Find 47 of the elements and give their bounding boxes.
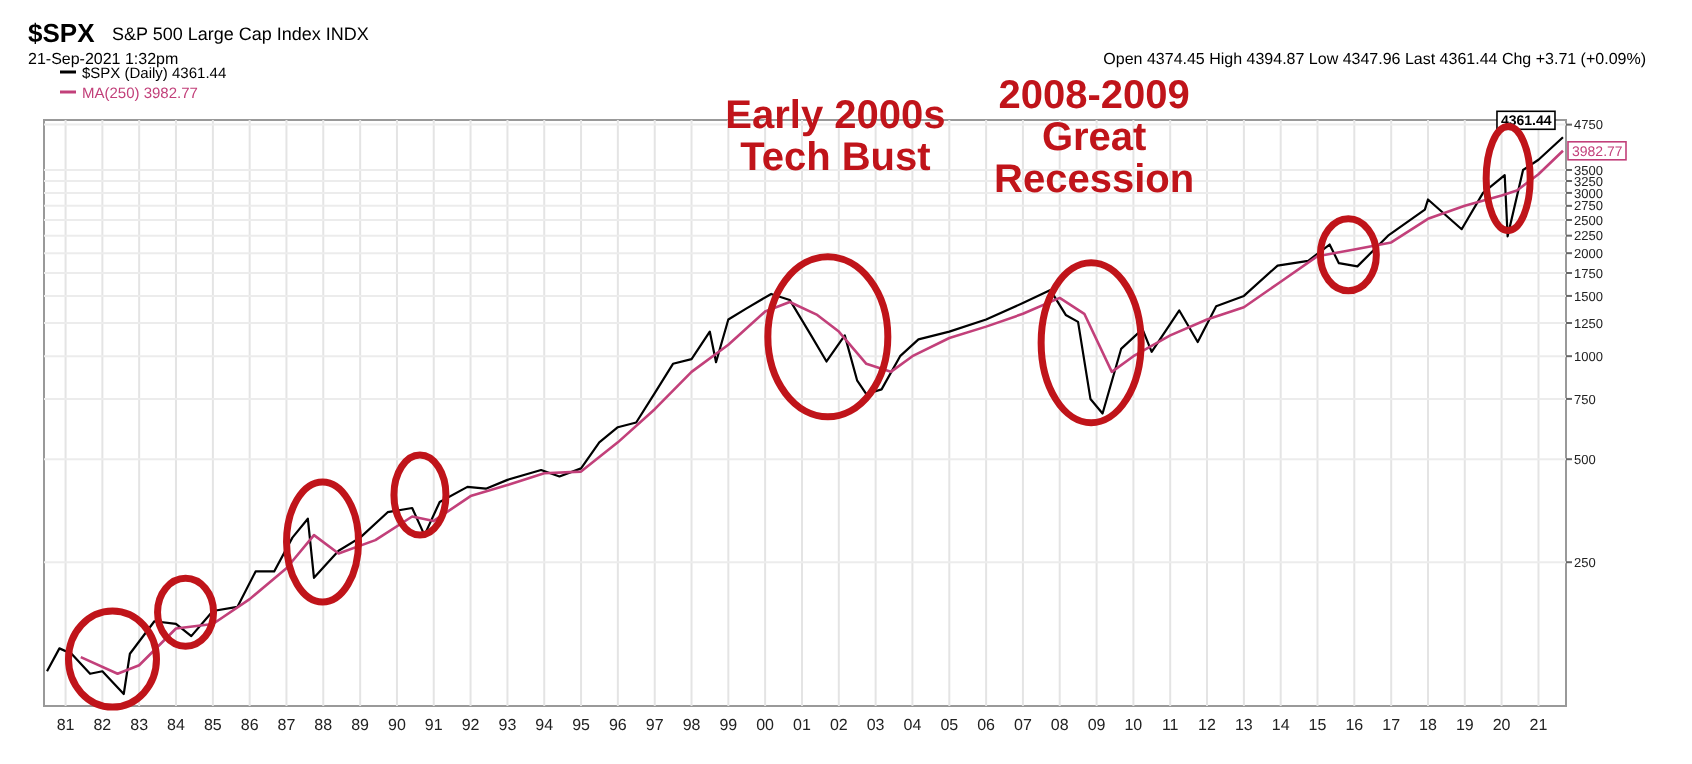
x-tick-label: 06 bbox=[977, 716, 997, 734]
x-tick-label: 91 bbox=[424, 716, 444, 734]
x-tick-label: 03 bbox=[866, 716, 886, 734]
x-tick-label: 13 bbox=[1234, 716, 1254, 734]
x-tick-label: 89 bbox=[351, 716, 371, 734]
x-tick-label: 97 bbox=[645, 716, 665, 734]
x-tick-label: 10 bbox=[1124, 716, 1144, 734]
chart-subtitle: S&P 500 Large Cap Index INDX bbox=[112, 24, 369, 44]
x-tick-label: 17 bbox=[1382, 716, 1402, 734]
chart-title: $SPX bbox=[28, 18, 96, 48]
x-tick-label: 16 bbox=[1345, 716, 1365, 734]
x-tick-label: 93 bbox=[498, 716, 518, 734]
x-tick-label: 11 bbox=[1161, 716, 1180, 734]
x-tick-label: 02 bbox=[829, 716, 849, 734]
x-tick-label: 82 bbox=[93, 716, 113, 734]
text: 21-Sep-2021 1:32pm bbox=[28, 50, 179, 68]
x-tick-label: 98 bbox=[682, 716, 702, 734]
x-tick-label: 94 bbox=[535, 716, 555, 734]
x-tick-label: 07 bbox=[1014, 716, 1033, 734]
x-tick-label: 18 bbox=[1419, 716, 1438, 734]
x-tick-label: 04 bbox=[903, 716, 923, 734]
x-tick-label: 00 bbox=[756, 716, 776, 734]
text: Open 4374.45 High 4394.87 Low 4347.96 Last 4361.44 Chg +3.71 (+0.09%) bbox=[1103, 50, 1647, 68]
x-tick-label: 12 bbox=[1198, 716, 1217, 734]
x-tick-label: 92 bbox=[461, 716, 481, 734]
x-tick-label: 09 bbox=[1087, 716, 1107, 734]
x-tick-label: 81 bbox=[56, 716, 76, 734]
x-tick-label: 01 bbox=[793, 716, 813, 734]
x-tick-label: 90 bbox=[388, 716, 407, 734]
x-tick-label: 87 bbox=[277, 716, 297, 734]
x-tick-label: 14 bbox=[1271, 716, 1291, 734]
x-tick-label: 95 bbox=[572, 716, 592, 734]
x-tick-label: 15 bbox=[1308, 716, 1328, 734]
x-tick-label: 96 bbox=[608, 716, 628, 734]
x-tick-label: 84 bbox=[167, 716, 186, 734]
x-tick-label: 86 bbox=[240, 716, 260, 734]
x-tick-label: 05 bbox=[940, 716, 960, 734]
annotation: 2008-2009 Great Recession bbox=[994, 74, 1195, 202]
x-tick-label: 99 bbox=[719, 716, 739, 734]
x-tick-label: 08 bbox=[1050, 716, 1070, 734]
annotation: Early 2000s Tech Bust bbox=[725, 94, 946, 180]
x-tick-label: 83 bbox=[130, 716, 150, 734]
x-tick-label: 85 bbox=[203, 716, 223, 734]
x-tick-label: 20 bbox=[1492, 716, 1512, 734]
x-tick-label: 88 bbox=[314, 716, 334, 734]
x-tick-label: 19 bbox=[1455, 716, 1475, 734]
x-tick-label: 21 bbox=[1529, 716, 1549, 734]
